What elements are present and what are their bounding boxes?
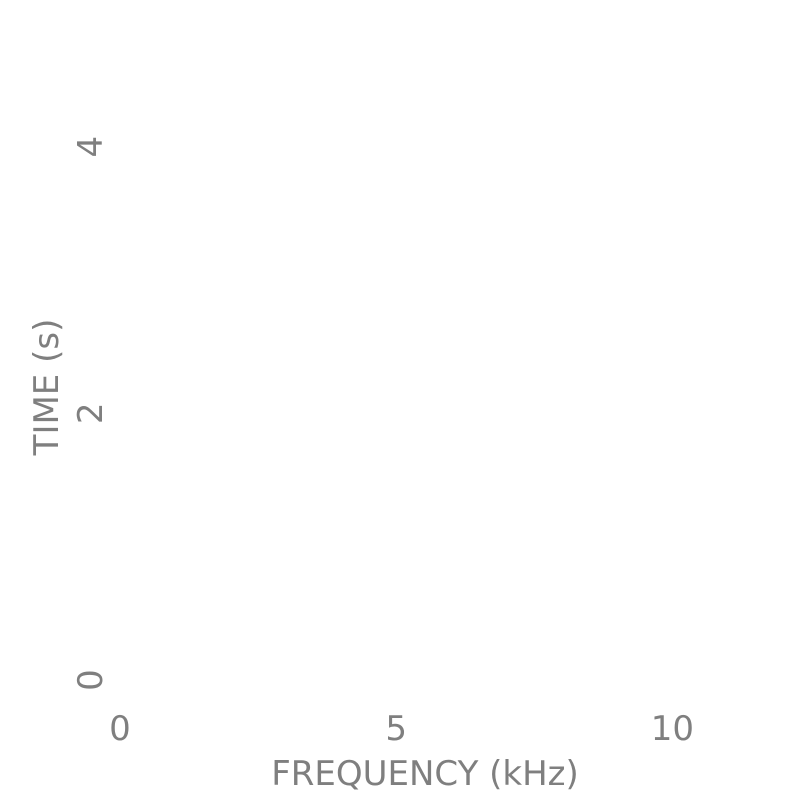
x-tick-label: 10 — [651, 709, 694, 749]
y-tick-label: 2 — [71, 403, 111, 425]
y-tick-label: 0 — [71, 669, 111, 691]
x-tick-label: 0 — [109, 709, 131, 749]
y-tick-labels: 0 2 4 — [71, 136, 111, 691]
x-axis-label: FREQUENCY (kHz) — [271, 754, 579, 794]
plot-area — [120, 40, 700, 680]
y-tick-label: 4 — [71, 136, 111, 158]
x-tick-label: 5 — [385, 709, 407, 749]
y-axis-label: TIME (s) — [27, 319, 67, 457]
x-tick-labels: 0 5 10 — [109, 709, 694, 749]
